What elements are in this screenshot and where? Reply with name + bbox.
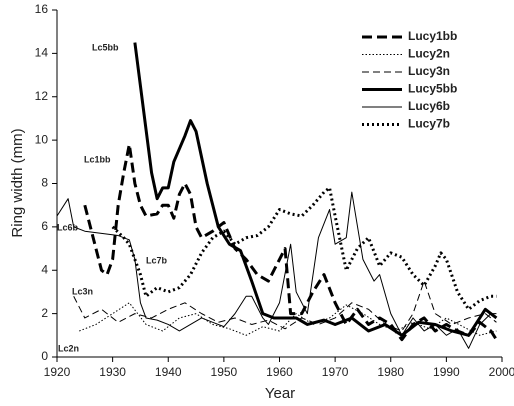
annotation: Lc1bb (84, 154, 111, 164)
legend-label: Lucy6b (408, 99, 450, 113)
y-tick-label: 10 (35, 132, 49, 146)
y-tick-label: 6 (41, 219, 48, 233)
x-tick-label: 1920 (44, 365, 71, 379)
y-tick-label: 12 (35, 89, 49, 103)
legend-label: Lucy1bb (408, 29, 457, 43)
series-line (73, 280, 497, 332)
y-axis-label: Ring width (mm) (9, 128, 26, 237)
annotation: Lc5bb (92, 42, 119, 52)
y-tick-label: 16 (35, 2, 49, 16)
series-line (83, 142, 498, 342)
x-tick-label: 1940 (155, 365, 182, 379)
annotation: Lc3n (72, 286, 93, 296)
x-axis-label: Year (265, 385, 295, 402)
series-line (133, 42, 498, 337)
annotation: Lc2n (58, 343, 79, 353)
x-tick-label: 1950 (211, 365, 238, 379)
y-tick-label: 14 (35, 46, 49, 60)
y-tick-label: 8 (41, 176, 48, 190)
series-line (56, 191, 497, 349)
x-tick-label: 2000 (489, 365, 514, 379)
x-tick-label: 1960 (266, 365, 293, 379)
annotation: Lc7b (146, 255, 168, 265)
x-tick-label: 1970 (322, 365, 349, 379)
y-tick-label: 2 (41, 306, 48, 320)
legend-label: Lucy2n (408, 47, 450, 61)
series-line (111, 186, 497, 311)
y-tick-label: 4 (41, 262, 48, 276)
x-tick-label: 1930 (99, 365, 126, 379)
legend-label: Lucy3n (408, 64, 450, 78)
series-line (79, 302, 497, 336)
annotation: Lc6b (57, 222, 79, 232)
y-tick-label: 0 (41, 349, 48, 363)
legend-label: Lucy7b (408, 117, 450, 131)
x-tick-label: 1980 (377, 365, 404, 379)
x-tick-label: 1990 (433, 365, 460, 379)
legend-label: Lucy5bb (408, 82, 457, 96)
